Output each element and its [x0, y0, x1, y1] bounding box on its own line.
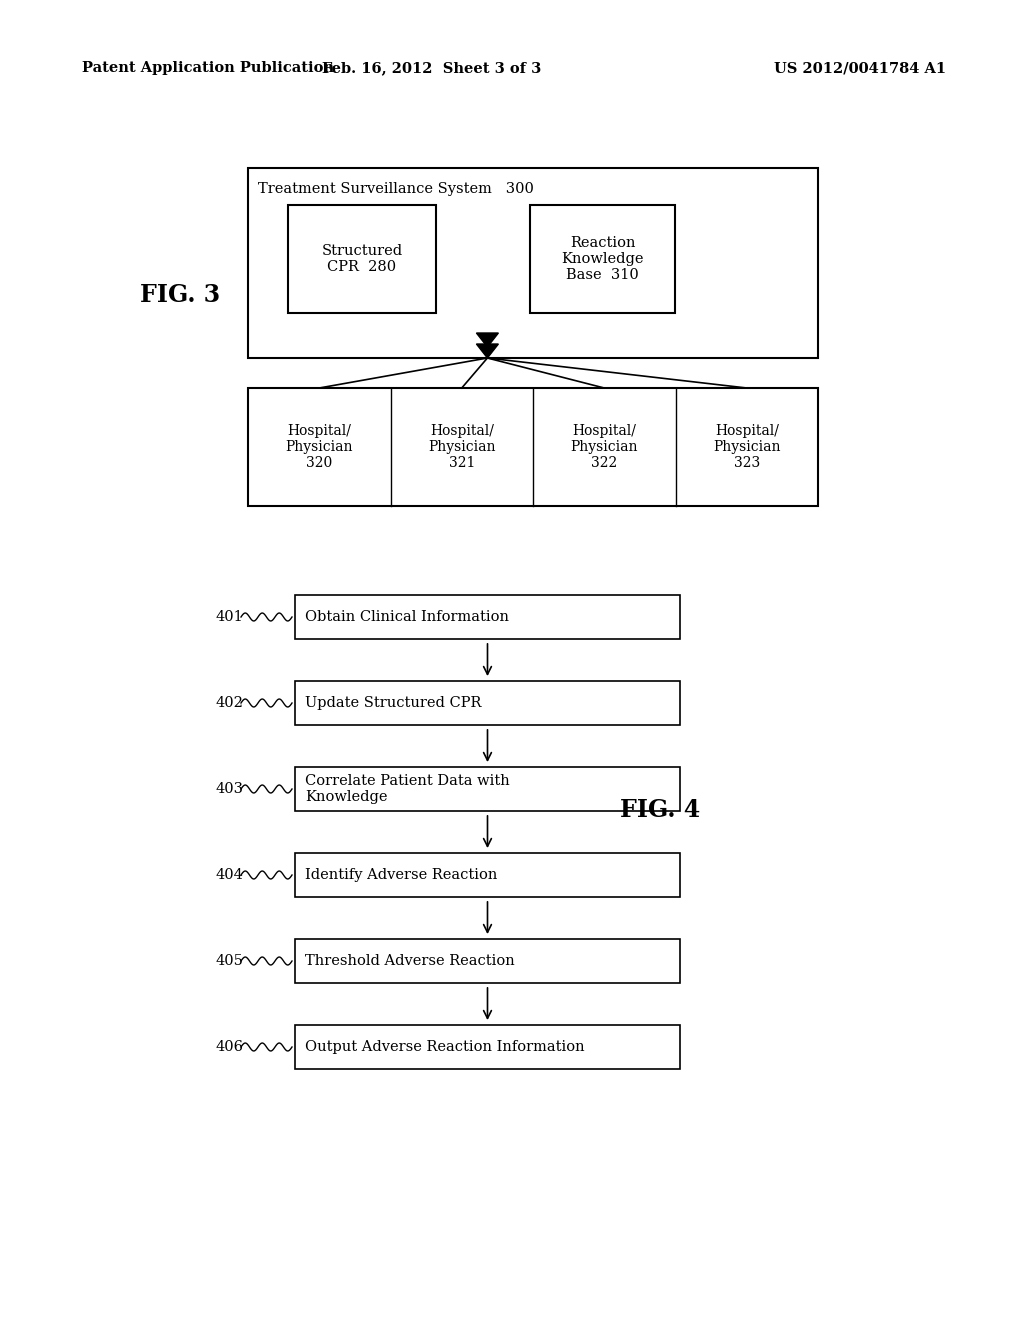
Text: Identify Adverse Reaction: Identify Adverse Reaction — [305, 869, 498, 882]
Polygon shape — [476, 345, 499, 358]
Text: Feb. 16, 2012  Sheet 3 of 3: Feb. 16, 2012 Sheet 3 of 3 — [323, 61, 542, 75]
Bar — [295, 939, 680, 983]
Bar — [295, 595, 680, 639]
Text: FIG. 3: FIG. 3 — [140, 282, 220, 308]
Text: Structured
CPR  280: Structured CPR 280 — [322, 244, 402, 275]
Text: 403: 403 — [215, 781, 243, 796]
Text: 405: 405 — [215, 954, 243, 968]
Bar — [295, 1026, 680, 1069]
Text: FIG. 4: FIG. 4 — [620, 799, 700, 822]
Polygon shape — [476, 333, 499, 347]
Text: US 2012/0041784 A1: US 2012/0041784 A1 — [774, 61, 946, 75]
Text: Hospital/
Physician
322: Hospital/ Physician 322 — [570, 424, 638, 470]
Text: 402: 402 — [215, 696, 243, 710]
Text: Output Adverse Reaction Information: Output Adverse Reaction Information — [305, 1040, 585, 1053]
Bar — [248, 168, 818, 358]
Text: Obtain Clinical Information: Obtain Clinical Information — [305, 610, 509, 624]
Text: Treatment Surveillance System   300: Treatment Surveillance System 300 — [258, 182, 534, 195]
Text: Patent Application Publication: Patent Application Publication — [82, 61, 334, 75]
Text: Hospital/
Physician
320: Hospital/ Physician 320 — [286, 424, 353, 470]
Text: Hospital/
Physician
323: Hospital/ Physician 323 — [713, 424, 780, 470]
Bar — [288, 205, 436, 313]
Bar — [248, 388, 818, 506]
Text: 406: 406 — [215, 1040, 243, 1053]
Text: Correlate Patient Data with
Knowledge: Correlate Patient Data with Knowledge — [305, 774, 510, 804]
Text: Reaction
Knowledge
Base  310: Reaction Knowledge Base 310 — [561, 236, 644, 282]
Text: Update Structured CPR: Update Structured CPR — [305, 696, 481, 710]
Bar — [295, 681, 680, 725]
Text: 404: 404 — [215, 869, 243, 882]
Bar — [530, 205, 675, 313]
Bar — [295, 853, 680, 898]
Text: Hospital/
Physician
321: Hospital/ Physician 321 — [428, 424, 496, 470]
Text: Threshold Adverse Reaction: Threshold Adverse Reaction — [305, 954, 515, 968]
Text: 401: 401 — [215, 610, 243, 624]
Bar — [295, 767, 680, 810]
